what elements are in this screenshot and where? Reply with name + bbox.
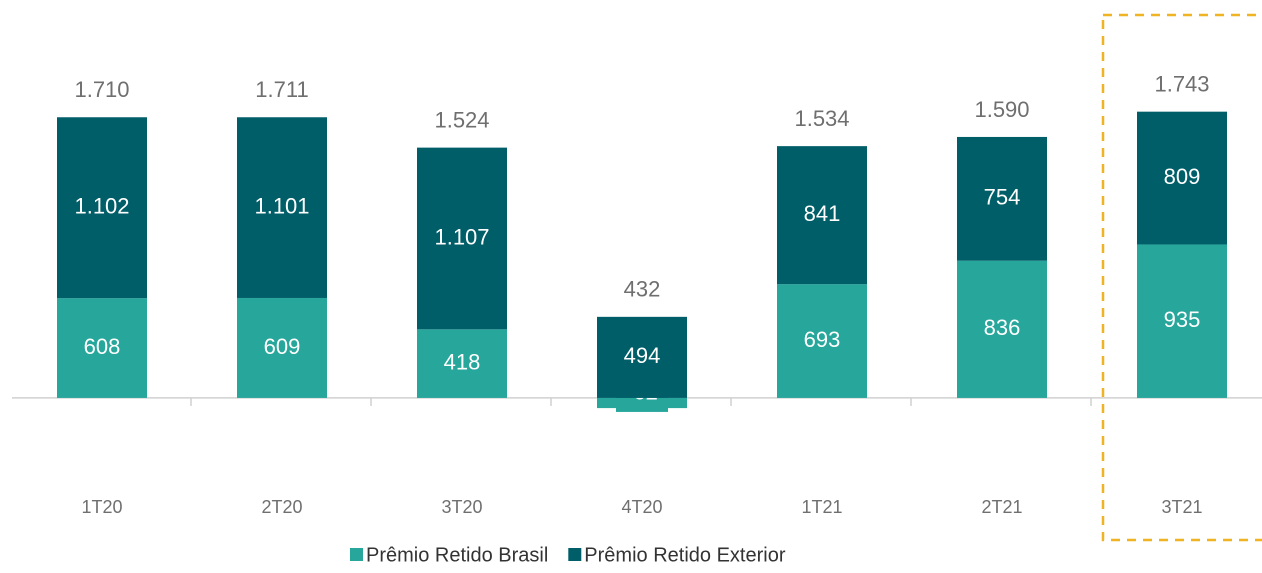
bar-label: 609 <box>264 334 301 359</box>
bar-segment <box>57 298 147 398</box>
legend-label: Prêmio Retido Brasil <box>366 544 548 566</box>
total-label: 1.524 <box>434 107 489 132</box>
bar-segment <box>777 146 867 285</box>
x-tick-label: 2T21 <box>981 497 1022 517</box>
x-tick-label: 3T20 <box>441 497 482 517</box>
highlight-box <box>1101 13 1262 542</box>
bar-label: 1.107 <box>434 224 489 249</box>
total-label: 1.590 <box>974 97 1029 122</box>
bar-label: 809 <box>1164 164 1201 189</box>
bar-segment <box>237 297 327 398</box>
legend-swatch <box>350 548 363 561</box>
total-label: 1.711 <box>255 77 308 102</box>
bar-segment <box>57 117 147 299</box>
x-tick-label: 3T21 <box>1161 497 1202 517</box>
bar-label: 1.101 <box>254 193 309 218</box>
total-label: 1.743 <box>1154 71 1209 96</box>
bar-segment <box>957 136 1047 261</box>
bar-segment <box>417 147 507 330</box>
bar-segment <box>1137 111 1227 245</box>
bar-segment <box>597 316 687 398</box>
bar-segment <box>237 117 327 298</box>
bar-label: 494 <box>624 343 661 368</box>
bar-label: 836 <box>984 315 1021 340</box>
x-tick-label: 1T20 <box>81 497 122 517</box>
x-tick-label: 2T20 <box>261 497 302 517</box>
bar-label: 1.102 <box>74 194 129 219</box>
legend-swatch <box>568 548 582 561</box>
bar-label: 935 <box>1164 307 1201 332</box>
legend-label: Prêmio Retido Exterior <box>584 544 786 566</box>
x-tick-label: 4T20 <box>621 497 662 517</box>
bar-segment <box>1137 244 1227 398</box>
total-label: 1.710 <box>74 77 129 102</box>
total-label: 1.534 <box>794 106 849 131</box>
bar-label: 693 <box>804 327 841 352</box>
total-label: 432 <box>624 277 661 302</box>
bar-segment <box>777 284 867 398</box>
bar-label: 608 <box>84 334 121 359</box>
bar-segment <box>417 329 507 398</box>
bar-label: 841 <box>804 201 841 226</box>
bar-label: 754 <box>984 185 1021 210</box>
x-tick-label: 1T21 <box>801 497 842 517</box>
bar-segment <box>957 260 1047 398</box>
bar-label: 418 <box>444 349 481 374</box>
